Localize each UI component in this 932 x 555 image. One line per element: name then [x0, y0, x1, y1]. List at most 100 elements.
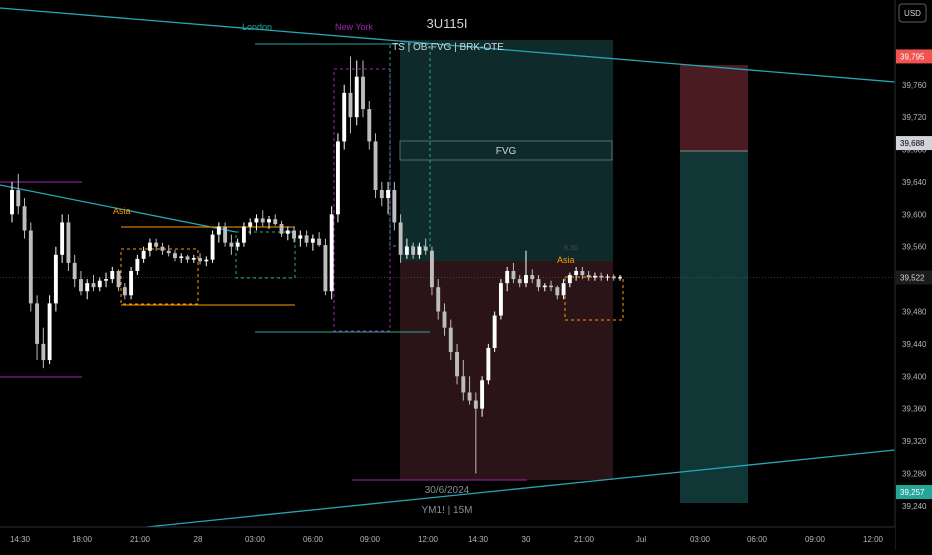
candle[interactable] — [273, 214, 278, 226]
candle[interactable] — [317, 232, 322, 247]
candle[interactable] — [66, 214, 71, 271]
candle[interactable] — [323, 238, 328, 296]
candle[interactable] — [373, 133, 378, 199]
candle[interactable] — [392, 181, 397, 231]
candle[interactable] — [241, 222, 246, 247]
candle[interactable] — [60, 214, 65, 263]
candle[interactable] — [292, 226, 297, 243]
candle[interactable] — [285, 226, 290, 241]
candle[interactable] — [486, 343, 491, 385]
candle[interactable] — [154, 238, 159, 251]
candle[interactable] — [586, 271, 591, 281]
candle[interactable] — [185, 254, 190, 263]
candle[interactable] — [198, 253, 202, 265]
candle[interactable] — [104, 272, 108, 288]
candle[interactable] — [423, 238, 428, 255]
candle[interactable] — [260, 210, 265, 227]
candle[interactable] — [97, 277, 102, 292]
candle[interactable] — [618, 275, 622, 281]
candle[interactable] — [173, 249, 177, 262]
candle[interactable] — [85, 279, 90, 300]
candle[interactable] — [467, 376, 472, 405]
candle[interactable] — [53, 246, 58, 312]
candle[interactable] — [498, 279, 503, 320]
candle[interactable] — [267, 215, 271, 229]
candle[interactable] — [574, 266, 579, 281]
candle[interactable] — [160, 242, 165, 255]
candle[interactable] — [141, 246, 146, 263]
candle[interactable] — [122, 283, 127, 300]
candle[interactable] — [235, 238, 240, 251]
candle[interactable] — [492, 311, 497, 352]
candle[interactable] — [166, 245, 171, 257]
candle[interactable] — [480, 376, 485, 417]
candle[interactable] — [10, 181, 14, 223]
candle[interactable] — [611, 274, 616, 281]
candle[interactable] — [216, 222, 221, 243]
candle[interactable] — [542, 283, 547, 292]
candle[interactable] — [555, 285, 560, 300]
candle[interactable] — [354, 60, 359, 126]
candle[interactable] — [599, 272, 604, 281]
currency-button[interactable] — [898, 3, 927, 23]
candle[interactable] — [41, 327, 46, 369]
candle[interactable] — [417, 242, 422, 259]
candle[interactable] — [47, 295, 52, 365]
candle[interactable] — [436, 279, 441, 320]
candle[interactable] — [28, 222, 33, 312]
candle[interactable] — [361, 60, 365, 118]
candle[interactable] — [549, 280, 553, 292]
candle[interactable] — [129, 266, 134, 300]
candle[interactable] — [367, 100, 372, 150]
candle[interactable] — [342, 84, 347, 150]
candle[interactable] — [310, 234, 315, 251]
candle[interactable] — [335, 133, 340, 223]
candle[interactable] — [379, 181, 384, 207]
candle[interactable] — [580, 266, 585, 280]
candle[interactable] — [536, 275, 541, 292]
candle[interactable] — [210, 230, 215, 263]
candle[interactable] — [511, 262, 516, 284]
candle[interactable] — [79, 271, 83, 296]
candle[interactable] — [110, 266, 115, 284]
candle[interactable] — [16, 173, 21, 215]
candle[interactable] — [304, 230, 309, 247]
candle[interactable] — [442, 303, 447, 336]
candle[interactable] — [135, 254, 140, 276]
candle[interactable] — [116, 269, 121, 292]
candle[interactable] — [223, 222, 228, 247]
candle[interactable] — [147, 238, 152, 257]
candle[interactable] — [430, 246, 434, 296]
candle[interactable] — [530, 269, 535, 284]
candle[interactable] — [386, 181, 391, 215]
candle[interactable] — [517, 275, 522, 288]
candle[interactable] — [461, 360, 466, 401]
candle[interactable] — [179, 253, 184, 263]
candle[interactable] — [455, 343, 459, 385]
candle[interactable] — [248, 218, 253, 235]
candle[interactable] — [448, 319, 453, 361]
candle[interactable] — [22, 198, 27, 239]
candle[interactable] — [348, 56, 353, 134]
candle[interactable] — [473, 392, 478, 474]
candle[interactable] — [254, 214, 259, 231]
candle[interactable] — [229, 234, 234, 255]
candle[interactable] — [561, 279, 566, 300]
candle[interactable] — [204, 256, 209, 267]
candle[interactable] — [329, 206, 334, 300]
candle[interactable] — [72, 254, 77, 288]
candle[interactable] — [592, 272, 597, 281]
candle[interactable] — [91, 275, 96, 292]
candle[interactable] — [605, 274, 610, 281]
candle[interactable] — [298, 230, 303, 247]
candle[interactable] — [524, 250, 528, 288]
candle[interactable] — [191, 254, 196, 263]
candle[interactable] — [35, 295, 40, 361]
candle[interactable] — [404, 238, 409, 259]
candle[interactable] — [567, 272, 572, 288]
candle[interactable] — [279, 220, 284, 237]
candle[interactable] — [411, 242, 416, 259]
candle[interactable] — [505, 266, 510, 292]
